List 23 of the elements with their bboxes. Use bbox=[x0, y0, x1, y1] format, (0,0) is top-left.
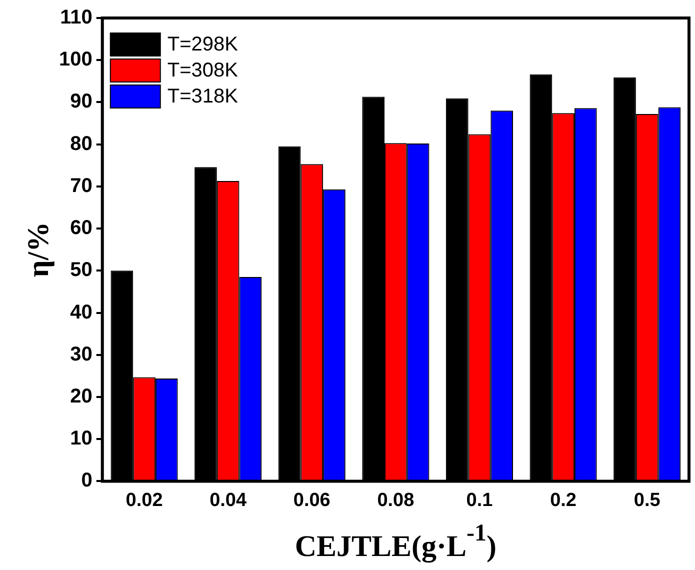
x-tick-label: 0.2 bbox=[550, 490, 577, 511]
y-tick-label: 110 bbox=[60, 6, 92, 29]
y-tick-label: 80 bbox=[70, 132, 92, 155]
y-tick-label: 70 bbox=[70, 174, 92, 197]
x-tick-label: 0.08 bbox=[377, 490, 414, 511]
legend-label: T=308K bbox=[167, 60, 239, 82]
y-tick-label: 0 bbox=[81, 470, 92, 492]
y-tick-label: 40 bbox=[70, 301, 92, 324]
x-tick-label: 0.1 bbox=[466, 490, 494, 511]
y-tick-label: 90 bbox=[70, 90, 92, 113]
x-tick-label: 0.04 bbox=[210, 490, 247, 511]
y-tick-label: 50 bbox=[70, 259, 92, 282]
y-tick-label: 100 bbox=[58, 48, 92, 71]
x-tick-label: 0.5 bbox=[634, 490, 661, 511]
y-tick-label: 30 bbox=[70, 343, 92, 366]
y-tick-label: 10 bbox=[70, 428, 92, 450]
y-tick-label: 20 bbox=[70, 385, 92, 408]
x-tick-label: 0.02 bbox=[126, 490, 163, 511]
legend-label: T=318K bbox=[167, 86, 239, 108]
x-tick-label: 0.06 bbox=[293, 490, 330, 511]
legend-label: T=298K bbox=[167, 34, 239, 56]
y-tick-label: 60 bbox=[70, 217, 92, 240]
y-axis-title: η/% bbox=[22, 222, 55, 278]
